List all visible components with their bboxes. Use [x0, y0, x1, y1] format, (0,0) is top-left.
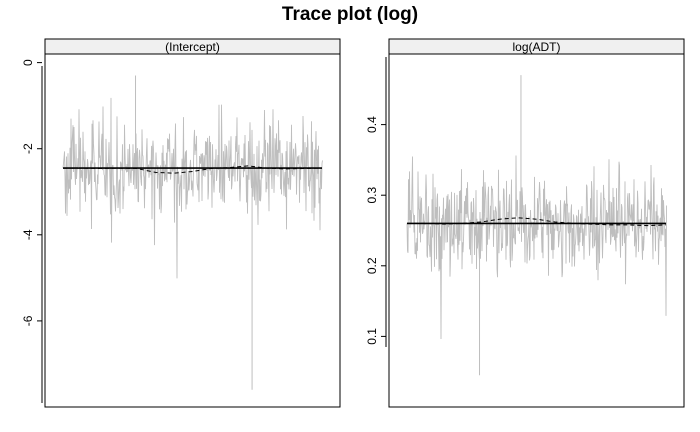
trace-series — [406, 155, 667, 340]
trace-series — [62, 97, 323, 279]
panel-intercept: (Intercept) 0 -2 -4 -6 — [21, 38, 341, 408]
y-tick-label: -2 — [21, 143, 35, 154]
y-axis-ticks: 0 -2 -4 -6 — [21, 59, 42, 326]
trace-lines — [406, 75, 667, 376]
running-mean-line — [63, 165, 323, 174]
running-mean-line — [407, 217, 667, 227]
y-tick-label: 0.3 — [365, 187, 379, 204]
y-tick-label: -4 — [21, 229, 35, 240]
y-tick-label: 0.2 — [365, 257, 379, 274]
y-tick-label: 0.4 — [365, 116, 379, 133]
y-axis-ticks: 0.1 0.2 0.3 0.4 — [365, 116, 386, 345]
panel-strip-label: log(ADT) — [512, 40, 560, 54]
y-tick-label: -6 — [21, 315, 35, 326]
trace-lines — [62, 75, 323, 390]
y-tick-label: 0 — [21, 59, 35, 66]
panel-log-adt: log(ADT) 0.1 0.2 0.3 0.4 — [365, 38, 685, 408]
panel-frame — [388, 53, 685, 408]
chart-title: Trace plot (log) — [281, 4, 419, 25]
panel-strip-label: (Intercept) — [165, 40, 220, 54]
y-tick-label: 0.1 — [365, 328, 379, 345]
panel-frame — [44, 53, 341, 408]
